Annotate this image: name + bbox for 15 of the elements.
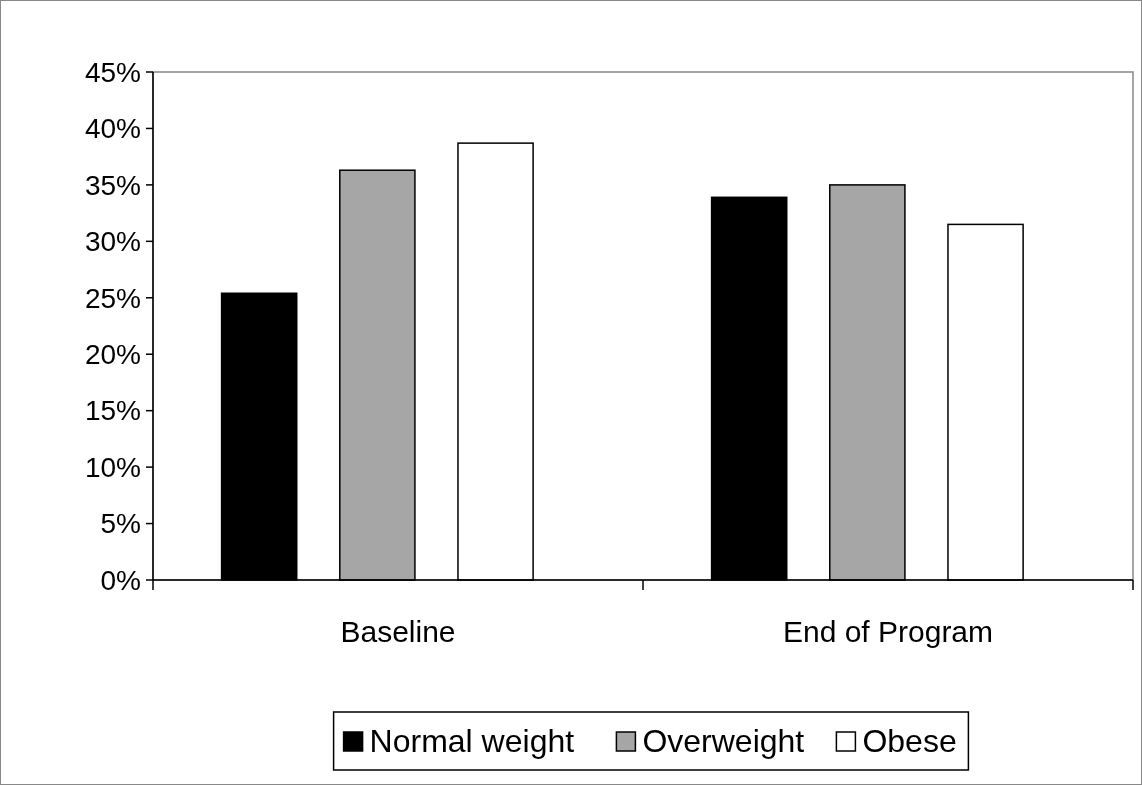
legend-label: Obese [862, 723, 957, 760]
y-tick-label: 20% [84, 339, 141, 371]
y-tick-label: 45% [84, 56, 141, 88]
y-tick-label: 35% [84, 169, 141, 201]
y-tick-label: 30% [84, 226, 141, 258]
y-tick-label: 25% [84, 282, 141, 314]
y-tick-label: 10% [84, 451, 141, 483]
legend-label: Normal weight [369, 723, 575, 760]
x-tick-label: End of Program [782, 615, 994, 648]
y-tick-label: 15% [84, 395, 141, 427]
y-tick-label: 40% [84, 113, 141, 145]
y-tick-label: 5% [100, 508, 141, 540]
x-tick-label: Baseline [340, 615, 456, 648]
legend-label: Overweight [642, 723, 805, 760]
y-tick-label: 0% [100, 564, 141, 596]
